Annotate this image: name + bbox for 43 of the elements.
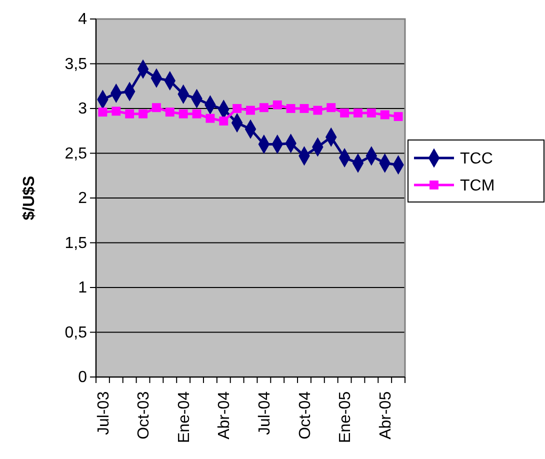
point bbox=[138, 109, 148, 118]
point bbox=[98, 108, 108, 117]
point bbox=[112, 106, 121, 116]
x-tick-label: Abr-04 bbox=[216, 391, 234, 440]
point bbox=[178, 109, 188, 118]
legend-label: TCM bbox=[460, 178, 495, 195]
point bbox=[366, 108, 376, 118]
x-tick-label: Ene-04 bbox=[176, 391, 193, 443]
point bbox=[300, 104, 309, 113]
point bbox=[259, 103, 268, 112]
x-tick-label: Oct-03 bbox=[136, 391, 153, 440]
legend-label: TCC bbox=[460, 150, 493, 168]
y-tick-label: 1 bbox=[78, 280, 88, 297]
point bbox=[206, 114, 215, 123]
x-tick-label: Ene-05 bbox=[337, 391, 354, 443]
point bbox=[219, 116, 228, 126]
point bbox=[272, 100, 282, 110]
x-tick-label: Oct-04 bbox=[296, 391, 314, 440]
point bbox=[394, 112, 403, 122]
point bbox=[313, 106, 322, 115]
y-tick-label: 2 bbox=[78, 190, 88, 208]
y-tick-label: 3,5 bbox=[64, 56, 88, 73]
y-tick-label: 3 bbox=[78, 100, 88, 118]
point bbox=[354, 108, 362, 118]
x-tick-label: Jul-04 bbox=[256, 391, 274, 435]
point bbox=[286, 104, 296, 113]
y-tick-label: 0 bbox=[78, 369, 88, 386]
point bbox=[125, 109, 134, 118]
point bbox=[340, 108, 350, 118]
y-tick-label: 4 bbox=[78, 11, 88, 28]
y-tick-label: 2,5 bbox=[64, 145, 88, 162]
point bbox=[192, 109, 202, 118]
x-tick-label: Jul-03 bbox=[95, 391, 112, 435]
point bbox=[326, 103, 336, 112]
y-tick-label: 1,5 bbox=[64, 234, 88, 252]
point bbox=[380, 110, 390, 120]
y-axis-title: $/U$S bbox=[21, 175, 38, 220]
y-tick-label: 0,5 bbox=[64, 324, 88, 342]
point bbox=[232, 104, 242, 113]
point bbox=[152, 103, 161, 112]
x-tick-label: Abr-05 bbox=[377, 391, 394, 440]
point bbox=[165, 108, 174, 117]
point bbox=[246, 106, 255, 115]
